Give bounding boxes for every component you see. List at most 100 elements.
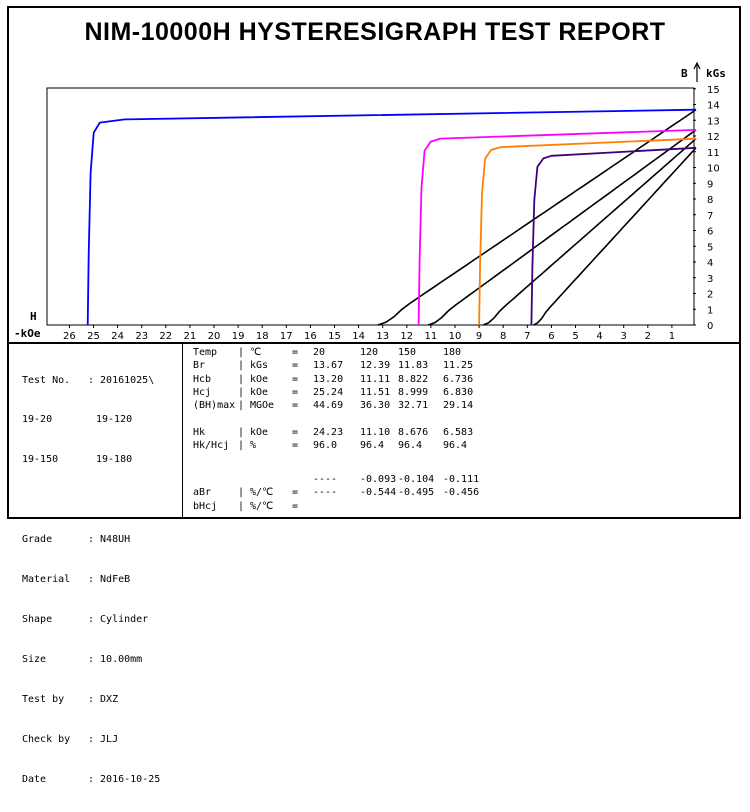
report-frame xyxy=(7,6,741,519)
normal-curve-2 xyxy=(427,129,697,326)
results-value: 25.24 xyxy=(313,386,344,398)
size-value: : 10.00mm xyxy=(88,653,143,665)
y-tick-label: 15 xyxy=(707,85,720,96)
date-label: Date xyxy=(22,773,47,785)
y-axis-label: kGs xyxy=(706,67,726,80)
results-unit: kOe xyxy=(250,426,269,438)
results-value: 180 xyxy=(443,347,462,358)
y-axis-arrow-head xyxy=(693,61,701,70)
y-tick-label: 14 xyxy=(707,101,720,112)
grade-value: : N48UH xyxy=(88,534,131,546)
normal-curves xyxy=(377,109,697,326)
results-value: 96.4 xyxy=(398,440,423,452)
y-tick-label: 2 xyxy=(707,290,713,301)
results-param: Hcb xyxy=(193,373,212,385)
hysteresis-chart: 26 25 24 23 22 21 20 19 18 17 16 15 14 13 12 11 10 9 8 7 6 5 4… xyxy=(14,61,726,342)
results-value: -0.093 xyxy=(360,474,397,485)
results-value: 44.69 xyxy=(313,400,344,412)
results-value: 29.14 xyxy=(443,400,474,412)
intrinsic-curve-180 xyxy=(530,146,697,326)
x-tick-label: 4 xyxy=(596,331,602,342)
results-value: -0.495 xyxy=(398,487,435,499)
results-sep: | xyxy=(238,426,245,438)
y-tick-label: 12 xyxy=(707,132,720,143)
x-tick-label: 11 xyxy=(425,331,438,342)
results-param: Hcj xyxy=(193,386,212,398)
x-tick-label: 21 xyxy=(184,331,197,342)
test-by-label: Test by xyxy=(22,693,65,705)
y-tick-label: 6 xyxy=(707,227,713,238)
results-value: 96.4 xyxy=(360,440,385,452)
results-param: bHcj xyxy=(193,500,218,512)
results-eq: = xyxy=(292,347,299,358)
y-tick-label: 0 xyxy=(707,321,713,332)
x-tick-label: 23 xyxy=(135,331,148,342)
results-param: Hk/Hcj xyxy=(193,440,230,452)
intrinsic-curve-150 xyxy=(478,137,697,326)
y-tick-label: 3 xyxy=(707,274,713,285)
results-value: 6.583 xyxy=(443,426,474,438)
normal-curve-1 xyxy=(377,109,697,326)
sample-line-3-value: 19-180 xyxy=(96,454,133,466)
x-tick-label: 3 xyxy=(621,331,627,342)
results-eq: = xyxy=(292,400,299,412)
results-value: 6.736 xyxy=(443,373,474,385)
results-value: 8.822 xyxy=(398,373,429,385)
date-value: : 2016-10-25 xyxy=(88,773,161,785)
results-sep: | xyxy=(238,440,245,452)
sample-line-2-value: 19-120 xyxy=(96,414,133,426)
results-value: -0.456 xyxy=(443,487,480,499)
y-tick-label: 9 xyxy=(707,179,713,190)
y-tick-label: 8 xyxy=(707,195,713,206)
results-unit: %/℃ xyxy=(250,500,274,512)
x-tick-label: 15 xyxy=(328,331,341,342)
results-value: 12.39 xyxy=(360,360,391,372)
results-value: -0.104 xyxy=(398,474,435,485)
results-unit: kOe xyxy=(250,373,269,385)
results-eq: = xyxy=(292,426,299,438)
y-tick-label: 11 xyxy=(707,148,720,159)
results-sep: | xyxy=(238,347,245,358)
column-separator xyxy=(182,343,183,519)
y-tick-label: 1 xyxy=(707,305,713,316)
y-tick-label: 5 xyxy=(707,242,713,253)
x-tick-label: 12 xyxy=(400,331,413,342)
results-sep: | xyxy=(238,386,245,398)
results-value: 96.4 xyxy=(443,440,468,452)
results-unit: % xyxy=(250,440,257,452)
y-tick-label: 4 xyxy=(707,258,713,269)
y-axis-corner-label: B xyxy=(681,67,688,80)
x-tick-label: 24 xyxy=(111,331,124,342)
normal-curve-3 xyxy=(483,138,697,326)
x-tick-label: 10 xyxy=(449,331,462,342)
intrinsic-curves xyxy=(86,108,697,326)
results-param: (BH)max xyxy=(193,400,236,412)
results-value: 11.25 xyxy=(443,360,474,372)
sample-line-2-label: 19-20 xyxy=(22,414,53,426)
x-axis-ticks: 26 25 24 23 22 21 20 19 18 17 16 15 14 13 12 11 10 9 8 7 6 5 4… xyxy=(63,325,675,342)
x-tick-label: 1 xyxy=(669,331,675,342)
x-tick-label: 2 xyxy=(645,331,651,342)
results-eq: = xyxy=(292,386,299,398)
section-divider xyxy=(7,342,741,344)
results-value: -0.544 xyxy=(360,487,397,499)
plot-area xyxy=(46,87,695,326)
results-value: 150 xyxy=(398,347,417,358)
y-tick-label: 10 xyxy=(707,164,720,175)
results-value: 11.10 xyxy=(360,426,391,438)
results-value: -0.111 xyxy=(443,474,480,485)
x-tick-label: 16 xyxy=(304,331,317,342)
test-no-value: : 20161025\ xyxy=(88,374,155,386)
grade-label: Grade xyxy=(22,534,53,546)
results-value: 13.67 xyxy=(313,360,344,372)
material-value: : NdFeB xyxy=(88,574,131,586)
x-tick-label: 13 xyxy=(376,331,389,342)
x-tick-label: 25 xyxy=(87,331,100,342)
x-tick-label: 8 xyxy=(500,331,506,342)
results-value: 11.51 xyxy=(360,386,391,398)
x-tick-label: 6 xyxy=(548,331,554,342)
results-unit: %/℃ xyxy=(250,487,274,499)
x-tick-label: 20 xyxy=(208,331,221,342)
results-eq: = xyxy=(292,500,299,512)
results-value: ---- xyxy=(313,487,338,499)
